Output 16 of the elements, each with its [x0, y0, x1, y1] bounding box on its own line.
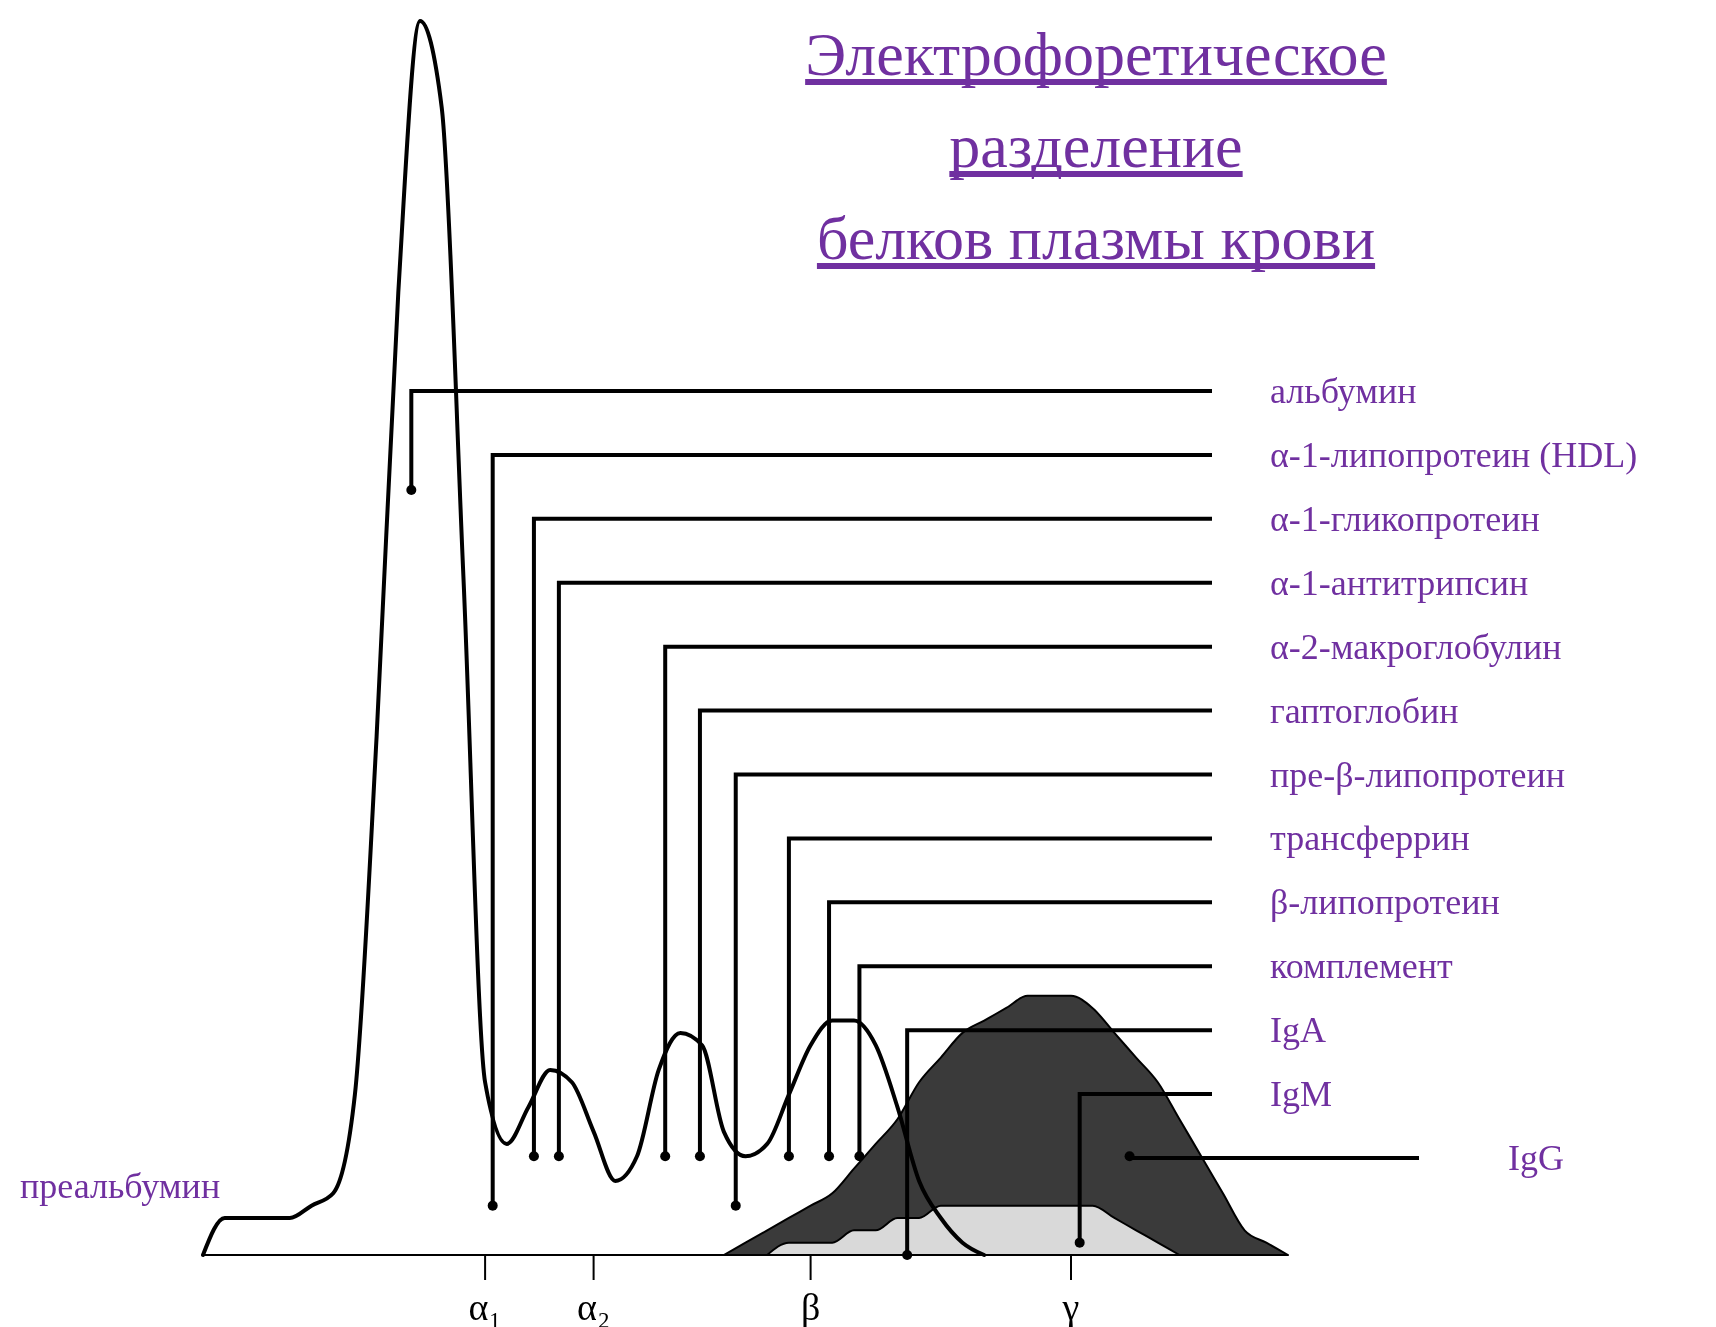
annotation: альбумин: [1270, 371, 1417, 411]
x-tick-label: α₁: [468, 1286, 502, 1327]
annotation: IgA: [1270, 1010, 1326, 1051]
text: Электрофоретическое разделение белков плазмы крови: [805, 20, 1387, 272]
annotation: α-1-гликопротеин: [1270, 498, 1540, 539]
annotation: гаптоглобин: [1270, 690, 1459, 731]
text: IgG: [1508, 1138, 1564, 1178]
annotation: α-1-антитрипсин: [1270, 562, 1529, 603]
annotation: IgM: [1270, 1074, 1332, 1115]
annotation: комплемент: [1270, 946, 1453, 987]
annotation: α-2-макроглобулин: [1270, 626, 1562, 667]
annotation: преальбумин: [20, 1166, 221, 1206]
annotation: α-1-липопротеин (HDL): [1270, 434, 1638, 475]
annotation: β-липопротеин: [1270, 882, 1500, 923]
annotation: трансферрин: [1270, 818, 1470, 859]
annotation: пре-β-липопротеин: [1270, 754, 1566, 795]
